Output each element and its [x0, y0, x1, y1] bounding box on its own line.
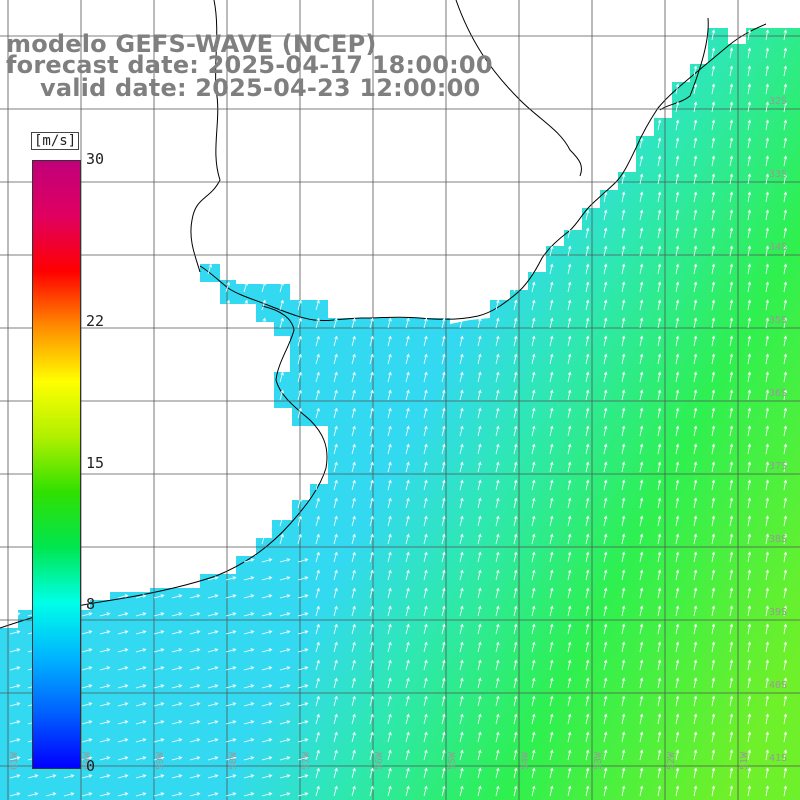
- latitude-label: 35S: [769, 315, 787, 326]
- colorbar-tick-label: 0: [86, 757, 96, 775]
- longitude-label: 57W: [301, 751, 312, 770]
- longitude-label: 58W: [228, 751, 239, 770]
- valid-date: valid date: 2025-04-23 12:00:00: [40, 74, 481, 102]
- latitude-label: 36S: [769, 388, 787, 399]
- colorbar-tick-label: 30: [86, 150, 105, 168]
- latitude-label: 37S: [769, 461, 787, 472]
- colorbar-tick-label: 8: [86, 595, 96, 614]
- latitude-label: 34S: [769, 242, 787, 253]
- model-title: modelo GEFS-WAVE (NCEP): [6, 30, 377, 58]
- latitude-label: 41S: [769, 753, 787, 764]
- latitude-label: 38S: [769, 534, 787, 545]
- forecast-date: forecast date: 2025-04-17 18:00:00: [6, 51, 493, 79]
- longitude-label: 59W: [155, 751, 166, 770]
- border-north: [455, 0, 583, 177]
- colorbar-tick-label: 15: [86, 453, 105, 472]
- colorbar: [32, 160, 81, 769]
- latitude-label: 40S: [769, 680, 787, 691]
- coastline-north: [199, 23, 767, 322]
- longitude-label: 52W: [666, 751, 677, 770]
- colorbar-tick-label: 22: [86, 311, 105, 330]
- longitude-label: 54W: [520, 751, 531, 770]
- longitude-label: 51W: [739, 751, 750, 770]
- lagoon-outline: [659, 17, 709, 111]
- longitude-label: 55W: [447, 751, 458, 770]
- ocean-wind-field: [0, 28, 800, 800]
- longitude-label: 61W: [9, 751, 20, 770]
- longitude-label: 60W: [82, 751, 93, 770]
- coastline-west: [0, 305, 328, 629]
- border-river: [190, 0, 221, 273]
- colorbar-unit: [m/s]: [31, 132, 80, 150]
- latitude-label: 32S: [769, 96, 787, 107]
- latitude-label: 33S: [769, 169, 787, 180]
- longitude-label: 53W: [593, 751, 604, 770]
- latitude-label: 39S: [769, 607, 787, 618]
- longitude-label: 56W: [374, 751, 385, 770]
